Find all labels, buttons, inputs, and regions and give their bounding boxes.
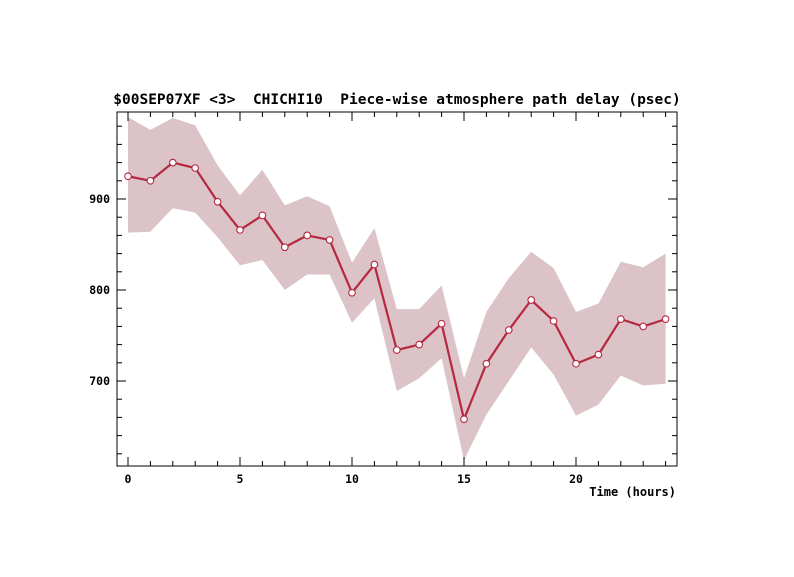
data-point xyxy=(437,319,446,328)
data-point xyxy=(527,296,536,304)
y-tick-label: 700 xyxy=(89,374,110,388)
chart-title: $00SEP07XF <3> CHICHI10 Piece-wise atmos… xyxy=(113,92,680,108)
tick-marks xyxy=(117,112,677,466)
data-point xyxy=(191,164,200,172)
data-point xyxy=(392,346,401,354)
y-tick-label: 800 xyxy=(89,283,110,297)
x-tick-label: 20 xyxy=(569,472,583,486)
x-tick-label: 10 xyxy=(345,472,359,486)
data-point xyxy=(348,288,356,297)
data-point xyxy=(258,211,267,220)
uncertainty-band xyxy=(128,117,666,461)
data-point xyxy=(616,315,625,323)
data-point xyxy=(303,231,312,240)
data-point xyxy=(504,326,513,334)
tick-labels: 0 5 10 15 20 700 800 900 xyxy=(89,192,583,486)
data-point xyxy=(482,359,491,368)
data-point xyxy=(168,158,177,167)
plot-area xyxy=(116,111,678,467)
data-point xyxy=(370,260,379,269)
data-point xyxy=(124,172,132,181)
data-point xyxy=(325,236,334,244)
data-point xyxy=(236,226,244,234)
y-tick-label: 900 xyxy=(89,192,110,206)
data-point xyxy=(213,197,222,206)
data-point xyxy=(572,359,580,368)
data-point xyxy=(639,322,648,331)
x-axis-label: Time (hours) xyxy=(589,485,676,499)
data-point xyxy=(460,415,468,424)
data-point xyxy=(415,340,424,349)
x-tick-label: 15 xyxy=(457,472,471,486)
data-point xyxy=(661,315,670,323)
data-point xyxy=(146,176,155,185)
data-point xyxy=(280,243,289,252)
x-tick-label: 0 xyxy=(125,472,132,486)
series-group xyxy=(124,158,670,424)
data-point xyxy=(594,350,603,359)
x-tick-label: 5 xyxy=(237,472,244,486)
data-point xyxy=(549,317,558,325)
